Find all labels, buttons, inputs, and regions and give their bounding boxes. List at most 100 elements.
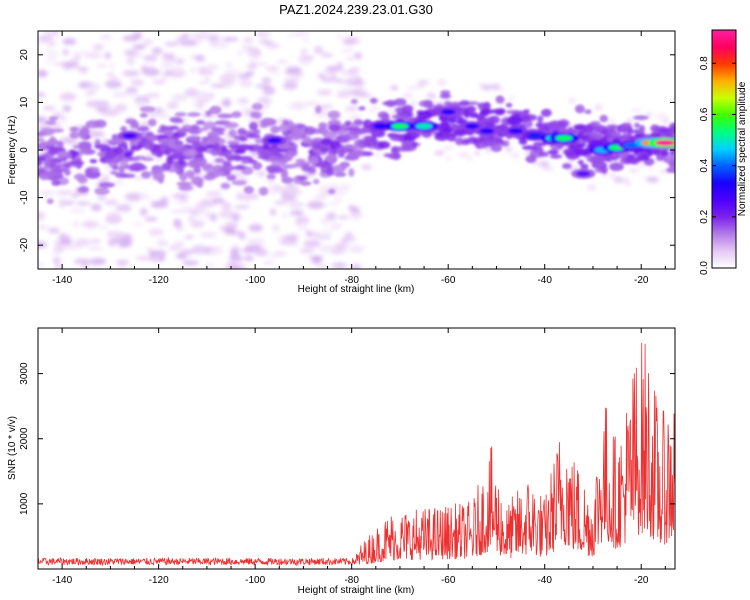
- heatmap-speckle: [126, 56, 135, 66]
- heatmap-band: [416, 113, 431, 121]
- heatmap-band: [575, 150, 590, 157]
- heatmap-band: [51, 179, 61, 187]
- heatmap-band: [506, 109, 522, 115]
- heatmap-speckle: [42, 106, 56, 111]
- heatmap-speckle: [148, 228, 164, 237]
- x-tick-label: -20: [634, 575, 649, 586]
- heatmap-band: [494, 108, 505, 116]
- heatmap-speckle: [481, 84, 492, 91]
- heatmap-speckle: [467, 156, 473, 162]
- heatmap-band: [574, 104, 585, 114]
- heatmap-speckle: [135, 255, 149, 261]
- heatmap-speckle: [224, 82, 234, 87]
- heatmap-band: [64, 168, 71, 176]
- heatmap-band: [212, 164, 225, 173]
- heatmap-band: [191, 157, 208, 167]
- heatmap-speckle: [38, 190, 55, 195]
- heatmap-speckle: [226, 37, 239, 42]
- heatmap-speckle: [210, 84, 226, 88]
- heatmap-peak-core: [267, 137, 282, 144]
- heatmap-band: [540, 108, 552, 117]
- heatmap-speckle: [281, 213, 289, 218]
- spectrogram-x-ticks: -140 -120 -100 -80 -60 -40 -20: [52, 31, 666, 286]
- heatmap-band: [78, 128, 90, 137]
- heatmap-speckle: [392, 85, 399, 91]
- heatmap-speckle: [166, 66, 184, 72]
- y-tick-label: -10: [19, 190, 30, 205]
- heatmap-speckle: [437, 78, 447, 86]
- colorbar-ticks: 0.0 0.2 0.4 0.6 0.8: [699, 29, 737, 275]
- heatmap-speckle: [434, 150, 445, 156]
- heatmap-band: [124, 164, 137, 170]
- heatmap-speckle: [282, 81, 298, 90]
- heatmap-band: [77, 140, 92, 150]
- heatmap-speckle: [190, 98, 199, 107]
- heatmap-band: [597, 154, 606, 163]
- heatmap-band: [193, 166, 201, 174]
- heatmap-speckle: [284, 78, 301, 82]
- heatmap-speckle: [108, 62, 116, 71]
- heatmap-speckle: [230, 249, 240, 257]
- heatmap-speckle: [226, 62, 233, 67]
- heatmap-band: [253, 129, 261, 134]
- heatmap-band: [363, 151, 374, 156]
- heatmap-band: [327, 110, 341, 119]
- heatmap-speckle: [162, 52, 170, 61]
- heatmap-speckle: [133, 176, 145, 180]
- heatmap-speckle: [299, 248, 314, 254]
- colorbar-tick-label: 0.2: [699, 209, 710, 223]
- heatmap-band: [248, 121, 258, 131]
- heatmap-band: [157, 177, 165, 184]
- heatmap-band: [472, 138, 479, 145]
- heatmap-speckle: [457, 152, 470, 157]
- heatmap-speckle: [97, 194, 106, 200]
- heatmap-speckle: [104, 199, 118, 206]
- heatmap-band: [590, 120, 601, 128]
- heatmap-band: [505, 102, 513, 108]
- heatmap-speckle: [38, 262, 45, 268]
- heatmap-band: [253, 143, 260, 152]
- heatmap-speckle: [262, 260, 275, 266]
- heatmap-speckle: [44, 49, 54, 53]
- heatmap-speckle: [351, 264, 362, 269]
- heatmap-band: [656, 155, 666, 161]
- heatmap-speckle: [89, 238, 101, 244]
- heatmap-band: [285, 142, 298, 151]
- heatmap-speckle: [52, 250, 61, 257]
- heatmap-band: [506, 116, 523, 125]
- heatmap-speckle: [154, 157, 162, 162]
- heatmap-speckle: [426, 92, 436, 100]
- heatmap-band: [123, 151, 133, 158]
- heatmap-band: [312, 144, 324, 150]
- heatmap-band: [666, 167, 675, 173]
- snr-x-ticks: -140 -120 -100 -80 -60 -40 -20: [52, 328, 666, 586]
- heatmap-speckle: [287, 104, 299, 109]
- heatmap-speckle: [511, 153, 519, 158]
- heatmap-speckle: [92, 43, 104, 51]
- heatmap-band: [459, 100, 470, 107]
- heatmap-band: [68, 160, 85, 166]
- heatmap-speckle: [305, 230, 313, 238]
- heatmap-speckle: [38, 92, 46, 98]
- heatmap-speckle: [474, 150, 480, 156]
- heatmap-band: [78, 148, 90, 154]
- heatmap-speckle: [329, 223, 342, 230]
- heatmap-band: [217, 113, 234, 119]
- heatmap-band: [621, 124, 628, 134]
- heatmap-band: [315, 105, 322, 114]
- heatmap-speckle: [71, 220, 81, 228]
- x-tick-label: -140: [52, 575, 72, 586]
- x-tick-label: -40: [537, 575, 552, 586]
- heatmap-band: [408, 117, 418, 124]
- heatmap-speckle: [152, 79, 166, 85]
- heatmap-band: [239, 136, 248, 142]
- heatmap-speckle: [320, 53, 334, 58]
- heatmap-speckle: [157, 114, 173, 120]
- heatmap-band: [307, 156, 319, 165]
- heatmap-speckle: [198, 80, 208, 85]
- heatmap-speckle: [114, 103, 128, 113]
- heatmap-band: [178, 184, 193, 191]
- heatmap-band: [49, 136, 56, 143]
- heatmap-band: [463, 138, 470, 144]
- heatmap-band: [385, 99, 397, 108]
